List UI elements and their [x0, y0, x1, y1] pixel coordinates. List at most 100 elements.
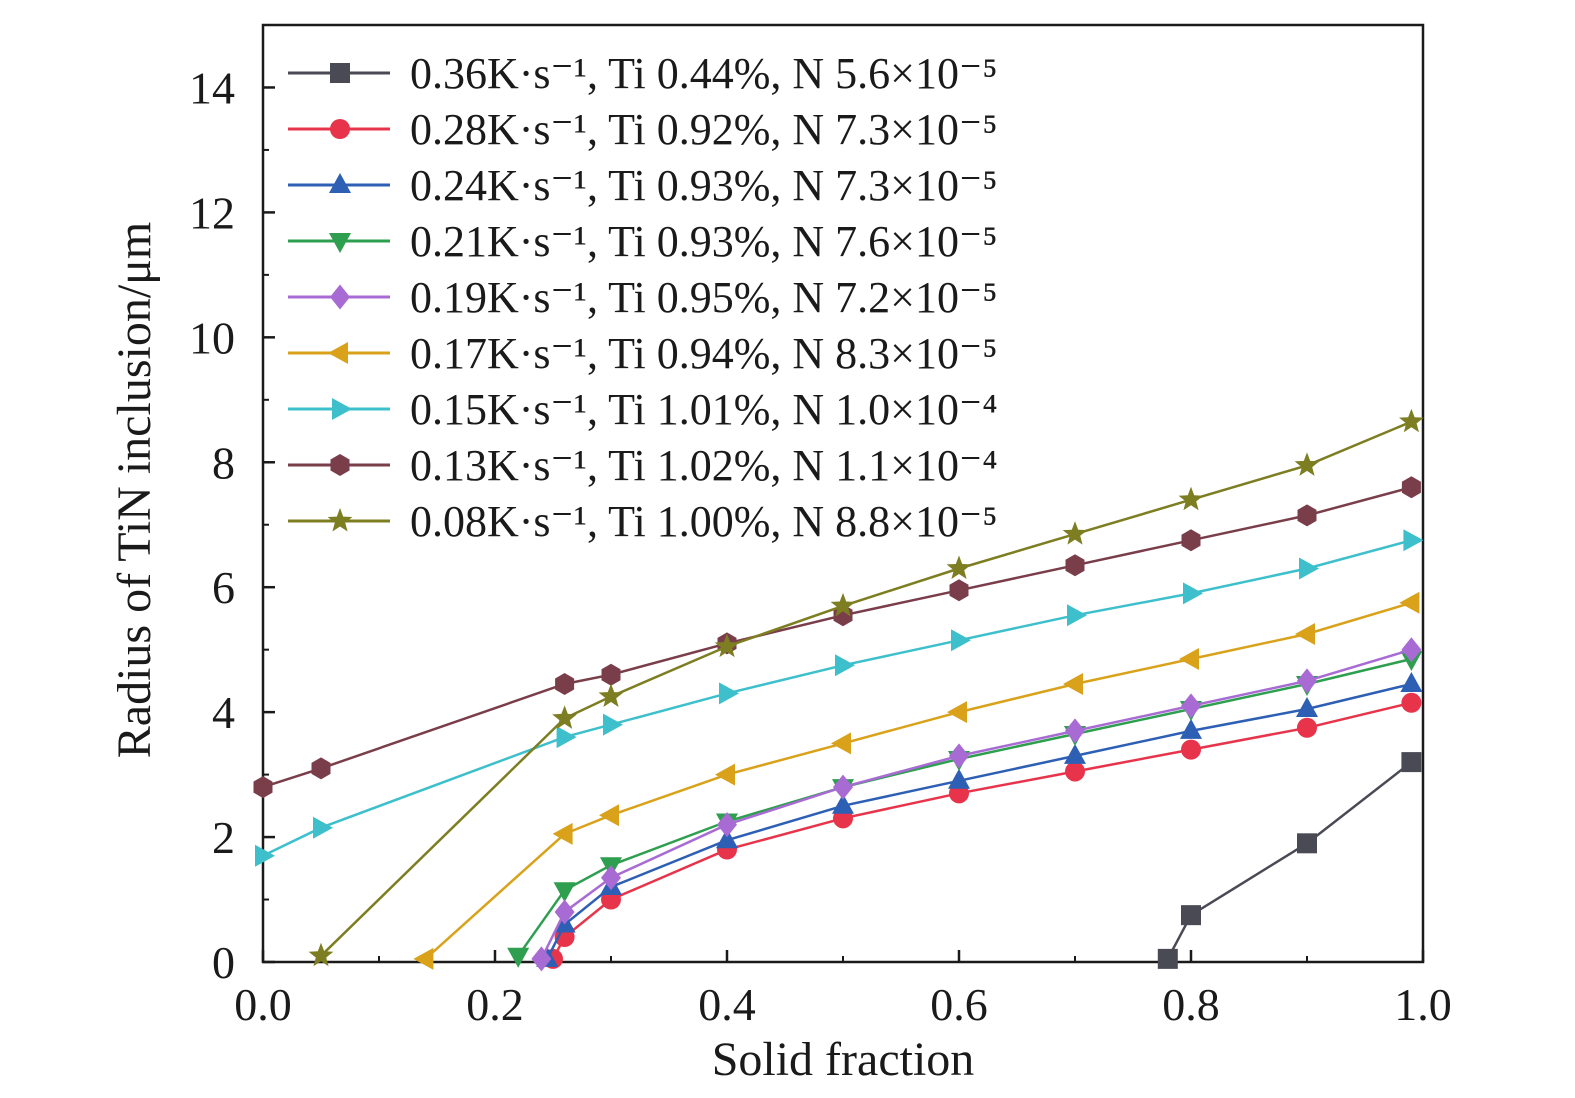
data-point — [1296, 697, 1318, 717]
data-point — [1065, 718, 1085, 744]
x-tick-label: 0.0 — [234, 979, 292, 1030]
series-9 — [308, 408, 1424, 967]
legend-item: 0.24K·s⁻¹, Ti 0.93%, N 7.3×10⁻⁵ — [288, 161, 998, 210]
x-tick-label: 0.4 — [698, 979, 756, 1030]
data-point — [1181, 739, 1201, 760]
data-point — [1062, 521, 1088, 545]
data-point — [1064, 743, 1086, 764]
data-point — [1297, 668, 1317, 694]
data-point — [716, 828, 738, 849]
data-point — [253, 776, 273, 799]
y-axis-ticks: 0 2 4 6 8 10 12 14 — [189, 62, 275, 988]
series-4 — [507, 651, 1423, 968]
data-point — [832, 793, 854, 814]
data-point — [598, 683, 624, 707]
data-point — [413, 947, 434, 970]
legend-marker — [330, 119, 350, 139]
data-point — [552, 822, 573, 845]
data-point — [949, 743, 969, 769]
y-tick-label: 0 — [212, 937, 235, 988]
legend-marker — [328, 342, 348, 364]
data-point — [1297, 504, 1317, 527]
data-point — [949, 579, 969, 602]
x-tick-label: 0.6 — [930, 979, 988, 1030]
data-point — [1294, 452, 1320, 476]
legend: 0.36K·s⁻¹, Ti 0.44%, N 5.6×10⁻⁵ 0.28K·s⁻¹… — [288, 49, 998, 546]
x-tick-label: 0.2 — [466, 979, 524, 1030]
data-point — [1157, 948, 1178, 969]
data-point — [1179, 648, 1199, 670]
legend-item: 0.19K·s⁻¹, Ti 0.95%, N 7.2×10⁻⁵ — [288, 273, 998, 322]
data-point — [719, 682, 739, 705]
legend-item: 0.28K·s⁻¹, Ti 0.92%, N 7.3×10⁻⁵ — [288, 105, 998, 154]
legend-label: 0.13K·s⁻¹, Ti 1.02%, N 1.1×10⁻⁴ — [410, 441, 998, 490]
data-point — [311, 757, 331, 780]
data-point — [717, 812, 737, 838]
data-point — [1401, 476, 1421, 499]
y-tick-label: 8 — [212, 437, 235, 488]
data-point — [313, 816, 333, 839]
data-point — [1403, 529, 1424, 552]
data-point — [1063, 673, 1083, 695]
legend-label: 0.15K·s⁻¹, Ti 1.01%, N 1.0×10⁻⁴ — [410, 385, 998, 434]
series-2 — [543, 692, 1422, 969]
x-tick-label: 1.0 — [1394, 979, 1452, 1030]
legend-item: 0.36K·s⁻¹, Ti 0.44%, N 5.6×10⁻⁵ — [288, 49, 998, 98]
data-point — [835, 654, 855, 677]
data-point — [1400, 672, 1423, 692]
data-point — [947, 701, 967, 724]
data-point — [1181, 693, 1201, 719]
data-point — [1399, 591, 1420, 614]
legend-item: 0.17K·s⁻¹, Ti 0.94%, N 8.3×10⁻⁵ — [288, 329, 998, 378]
data-point — [601, 663, 621, 686]
data-point — [1401, 637, 1422, 663]
data-point — [601, 865, 621, 891]
series-line — [517, 657, 1412, 957]
y-tick-label: 10 — [189, 312, 235, 363]
series-5 — [531, 637, 1422, 972]
data-point — [830, 592, 856, 617]
data-point — [1399, 408, 1424, 433]
legend-item: 0.08K·s⁻¹, Ti 1.00%, N 8.8×10⁻⁵ — [288, 497, 998, 546]
data-point — [715, 763, 735, 786]
legend-label: 0.24K·s⁻¹, Ti 0.93%, N 7.3×10⁻⁵ — [410, 161, 998, 210]
y-tick-label: 2 — [212, 812, 235, 863]
legend-label: 0.17K·s⁻¹, Ti 0.94%, N 8.3×10⁻⁵ — [410, 329, 998, 378]
data-point — [1295, 623, 1315, 645]
data-point — [833, 774, 853, 800]
legend-label: 0.36K·s⁻¹, Ti 0.44%, N 5.6×10⁻⁵ — [410, 49, 998, 98]
data-point — [1297, 833, 1317, 854]
legend-item: 0.21K·s⁻¹, Ti 0.93%, N 7.6×10⁻⁵ — [288, 217, 998, 266]
y-tick-label: 12 — [189, 187, 235, 238]
series-line — [551, 701, 1412, 960]
data-point — [1401, 692, 1422, 713]
data-point — [554, 899, 575, 925]
data-point — [507, 947, 530, 968]
data-point — [531, 946, 552, 972]
series-layer — [253, 408, 1424, 972]
data-point — [1183, 582, 1203, 605]
data-point — [1181, 529, 1201, 552]
legend-label: 0.28K·s⁻¹, Ti 0.92%, N 7.3×10⁻⁵ — [410, 105, 998, 154]
y-tick-label: 6 — [212, 562, 235, 613]
legend-marker — [330, 454, 350, 476]
data-point — [553, 882, 576, 903]
legend-marker — [327, 508, 353, 532]
legend-marker — [330, 63, 350, 83]
series-line — [320, 420, 1412, 957]
series-line — [540, 648, 1412, 960]
legend-label: 0.08K·s⁻¹, Ti 1.00%, N 8.8×10⁻⁵ — [410, 497, 998, 546]
x-axis-title: Solid fraction — [712, 1033, 975, 1086]
legend-label: 0.21K·s⁻¹, Ti 0.93%, N 7.6×10⁻⁵ — [410, 217, 998, 266]
data-point — [599, 804, 619, 827]
series-line — [1166, 761, 1413, 960]
data-point — [1297, 717, 1317, 738]
series-3 — [536, 672, 1423, 967]
data-point — [1401, 752, 1422, 773]
y-axis-title: Radius of TiN inclusion/μm — [108, 222, 161, 758]
data-point — [951, 629, 971, 652]
data-point — [1067, 604, 1087, 627]
data-point — [946, 555, 972, 579]
data-point — [308, 942, 334, 967]
